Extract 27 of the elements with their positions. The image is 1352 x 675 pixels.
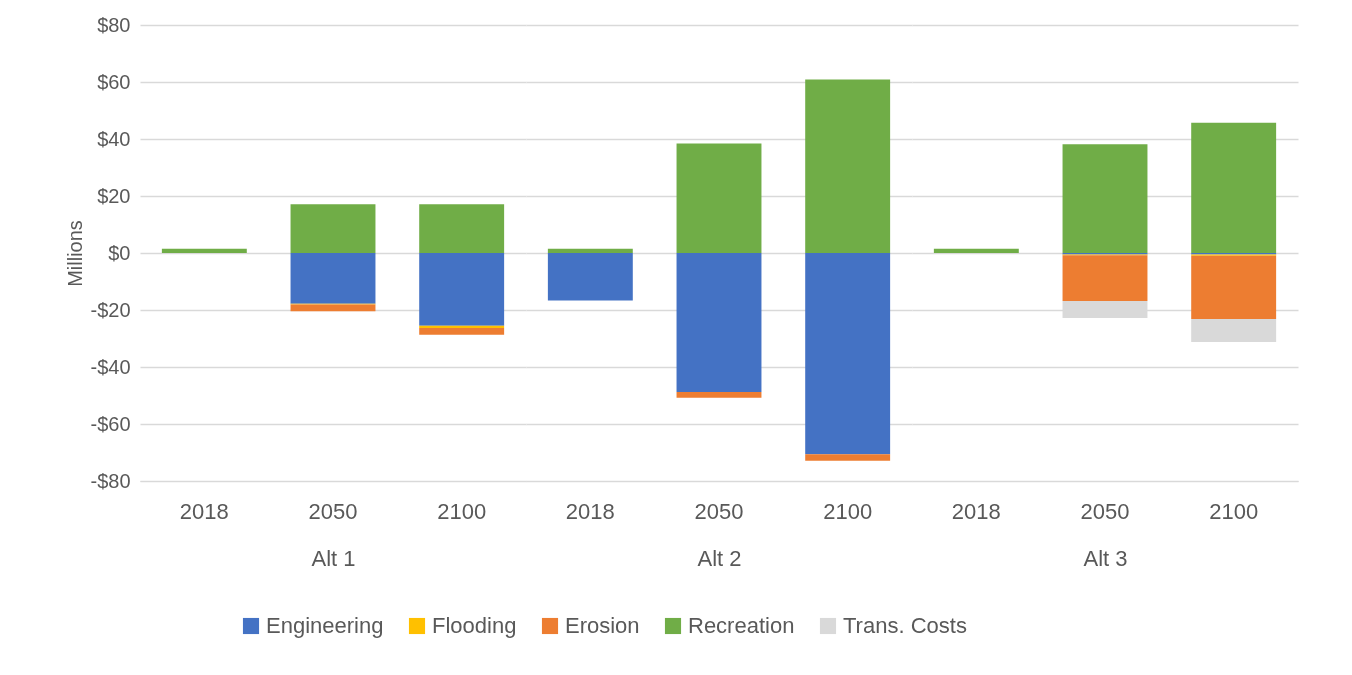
legend-label: Flooding — [432, 613, 517, 638]
y-tick-label: -$80 — [90, 469, 131, 492]
y-tick-label: $0 — [108, 241, 131, 264]
legend-label: Recreation — [688, 613, 795, 638]
y-tick-label: $40 — [97, 127, 131, 150]
x-axis-title: Alt 2 — [697, 545, 742, 571]
y-tick-label: -$60 — [90, 412, 131, 435]
y-tick-label: $20 — [97, 184, 131, 207]
legend-label: Trans. Costs — [843, 613, 967, 638]
y-tick-label: $60 — [97, 70, 131, 93]
x-tick-label: 2100 — [823, 498, 873, 524]
x-tick-label: 2018 — [179, 498, 229, 524]
x-tick-label: 2018 — [565, 498, 615, 524]
x-axis-title: Alt 3 — [1083, 545, 1128, 571]
x-axis-title: Alt 1 — [311, 545, 356, 571]
legend-label: Erosion — [565, 613, 640, 638]
legend-label: Engineering — [266, 613, 384, 638]
y-tick-label: $80 — [97, 13, 131, 36]
x-tick-label: 2100 — [1209, 498, 1259, 524]
y-tick-label: -$20 — [90, 298, 131, 321]
x-tick-label: 2050 — [1080, 498, 1130, 524]
x-tick-label: 2018 — [951, 498, 1001, 524]
y-axis-title: Millions — [64, 220, 87, 287]
x-tick-label: 2100 — [437, 498, 487, 524]
x-tick-label: 2050 — [694, 498, 744, 524]
y-tick-label: -$40 — [90, 355, 131, 378]
x-tick-label: 2050 — [308, 498, 358, 524]
